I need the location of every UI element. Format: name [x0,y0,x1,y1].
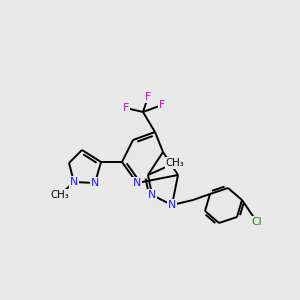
Text: N: N [148,190,156,200]
Text: N: N [91,178,99,188]
Text: N: N [133,178,141,188]
Text: CH₃: CH₃ [166,158,184,168]
Text: F: F [123,103,129,113]
Text: CH₃: CH₃ [51,190,69,200]
Text: F: F [159,100,165,110]
Text: F: F [145,92,151,102]
Text: N: N [70,177,78,187]
Text: Cl: Cl [252,217,262,227]
Text: N: N [168,200,176,210]
